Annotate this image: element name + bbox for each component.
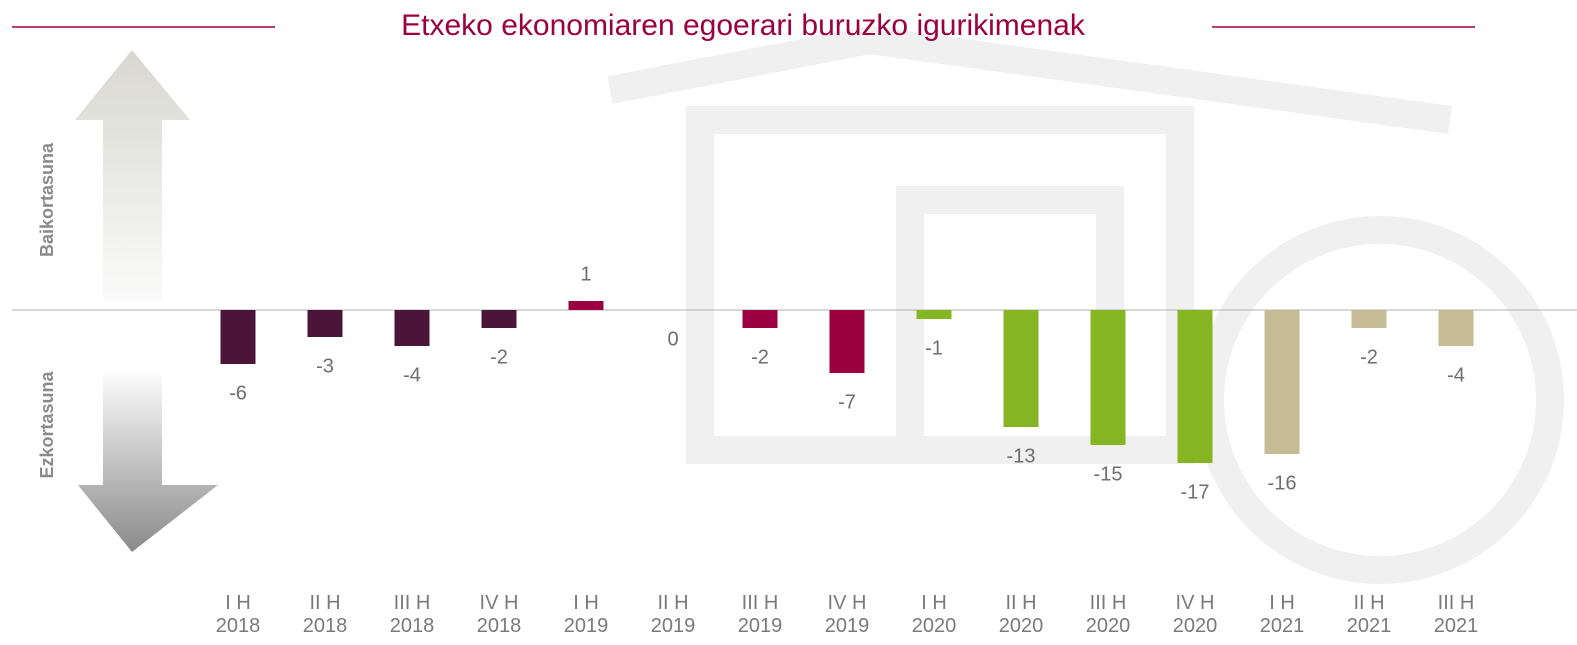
x-tick-label: I H 2018 <box>198 592 278 638</box>
bar <box>395 310 430 346</box>
x-tick-label: II H 2018 <box>285 592 365 638</box>
value-label: -2 <box>751 346 769 368</box>
value-label: -16 <box>1268 472 1297 494</box>
background-house <box>610 40 1550 570</box>
value-label: 0 <box>667 328 678 350</box>
x-tick-label: I H 2020 <box>894 592 974 638</box>
value-label: -2 <box>1360 346 1378 368</box>
bar <box>308 310 343 337</box>
x-tick-label: I H 2021 <box>1242 592 1322 638</box>
bar <box>1091 310 1126 445</box>
x-tick-label: I H 2019 <box>546 592 626 638</box>
chart-root: Etxeko ekonomiaren egoerari buruzko igur… <box>0 0 1577 645</box>
x-tick-label: III H 2021 <box>1416 592 1496 638</box>
value-label: -3 <box>316 355 334 377</box>
arrow-down <box>78 375 218 552</box>
bar <box>1352 310 1387 328</box>
bar <box>569 301 604 310</box>
x-tick-label: III H 2019 <box>720 592 800 638</box>
value-label: -1 <box>925 337 943 359</box>
bar <box>1265 310 1300 454</box>
value-label: -4 <box>403 364 421 386</box>
value-label: -17 <box>1181 481 1210 503</box>
bar <box>917 310 952 319</box>
chart: Etxeko ekonomiaren egoerari buruzko igur… <box>0 0 1577 645</box>
bar <box>1004 310 1039 427</box>
bar <box>743 310 778 328</box>
x-tick-label: III H 2020 <box>1068 592 1148 638</box>
x-tick-label: II H 2021 <box>1329 592 1409 638</box>
value-label: -13 <box>1007 445 1036 467</box>
value-label: -15 <box>1094 463 1123 485</box>
chart-title: Etxeko ekonomiaren egoerari buruzko igur… <box>401 9 1086 42</box>
arrow-up <box>75 50 190 300</box>
bar <box>221 310 256 364</box>
value-label: -7 <box>838 391 856 413</box>
annotation: Baikortasuna <box>37 142 57 257</box>
bar <box>1439 310 1474 346</box>
value-label: -4 <box>1447 364 1465 386</box>
x-tick-label: IV H 2020 <box>1155 592 1235 638</box>
x-tick-label: II H 2019 <box>633 592 713 638</box>
x-tick-label: IV H 2018 <box>459 592 539 638</box>
bar <box>1178 310 1213 463</box>
x-tick-label: III H 2018 <box>372 592 452 638</box>
annotation: Ezkortasuna <box>37 371 57 479</box>
value-label: -6 <box>229 382 247 404</box>
value-label: -2 <box>490 346 508 368</box>
x-tick-label: II H 2020 <box>981 592 1061 638</box>
x-tick-label: IV H 2019 <box>807 592 887 638</box>
bar <box>830 310 865 373</box>
bar <box>482 310 517 328</box>
value-label: 1 <box>580 263 591 285</box>
